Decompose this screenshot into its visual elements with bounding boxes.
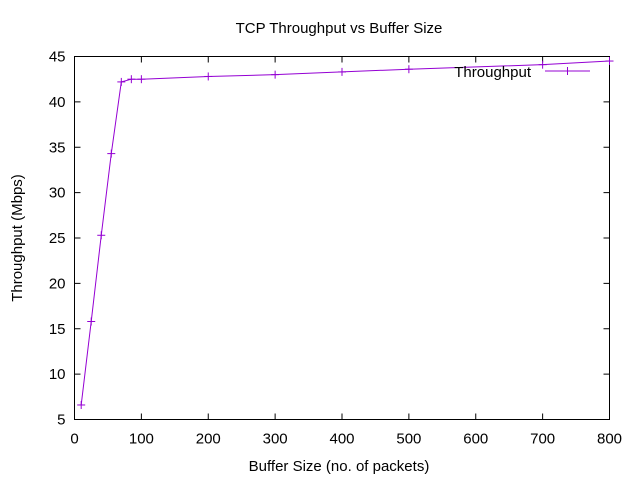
- data-point: [204, 72, 213, 81]
- x-tick-label: 600: [463, 431, 488, 448]
- legend-marker: [563, 67, 572, 75]
- x-tick-label: 0: [70, 431, 78, 448]
- y-tick-label: 10: [49, 366, 66, 383]
- y-tick-label: 40: [49, 94, 66, 111]
- series-layer: [77, 57, 614, 409]
- data-point: [404, 65, 413, 74]
- data-point: [338, 67, 346, 76]
- x-axis-label: Buffer Size (no. of packets): [249, 458, 430, 475]
- x-tick-label: 800: [597, 431, 622, 448]
- data-point: [97, 231, 106, 240]
- data-point: [137, 75, 146, 84]
- data-point: [87, 317, 96, 326]
- legend: Throughput: [454, 64, 590, 81]
- data-point: [538, 60, 547, 69]
- data-point: [605, 57, 614, 66]
- y-tick-label: 20: [49, 275, 66, 292]
- data-point: [127, 75, 136, 84]
- y-tick-label: 35: [49, 139, 66, 156]
- x-axis: 0 100 200 300 400 500 600 700 800: [70, 56, 622, 448]
- x-tick-label: 700: [530, 431, 555, 448]
- plot-area: [74, 56, 610, 420]
- x-tick-label: 100: [129, 431, 154, 448]
- data-point: [117, 77, 126, 86]
- y-tick-label: 30: [49, 185, 66, 202]
- legend-label: Throughput: [454, 64, 532, 81]
- series-line-0: [80, 60, 610, 406]
- plot-border: [74, 56, 610, 420]
- x-tick-label: 500: [396, 431, 421, 448]
- x-tick-label: 400: [329, 431, 354, 448]
- data-point: [271, 70, 280, 79]
- y-tick-label: 25: [49, 230, 66, 247]
- chart-title: TCP Throughput vs Buffer Size: [236, 20, 443, 37]
- y-axis-label: Throughput (Mbps): [9, 174, 26, 302]
- data-point: [107, 149, 116, 158]
- x-tick-label: 300: [263, 431, 288, 448]
- y-tick-label: 15: [49, 321, 66, 338]
- data-point: [77, 400, 86, 409]
- x-tick-label: 200: [196, 431, 221, 448]
- y-tick-label: 45: [49, 49, 66, 66]
- y-tick-label: 5: [57, 412, 65, 429]
- y-axis: 5 10 15 20 25 30 35 40 45: [49, 49, 610, 429]
